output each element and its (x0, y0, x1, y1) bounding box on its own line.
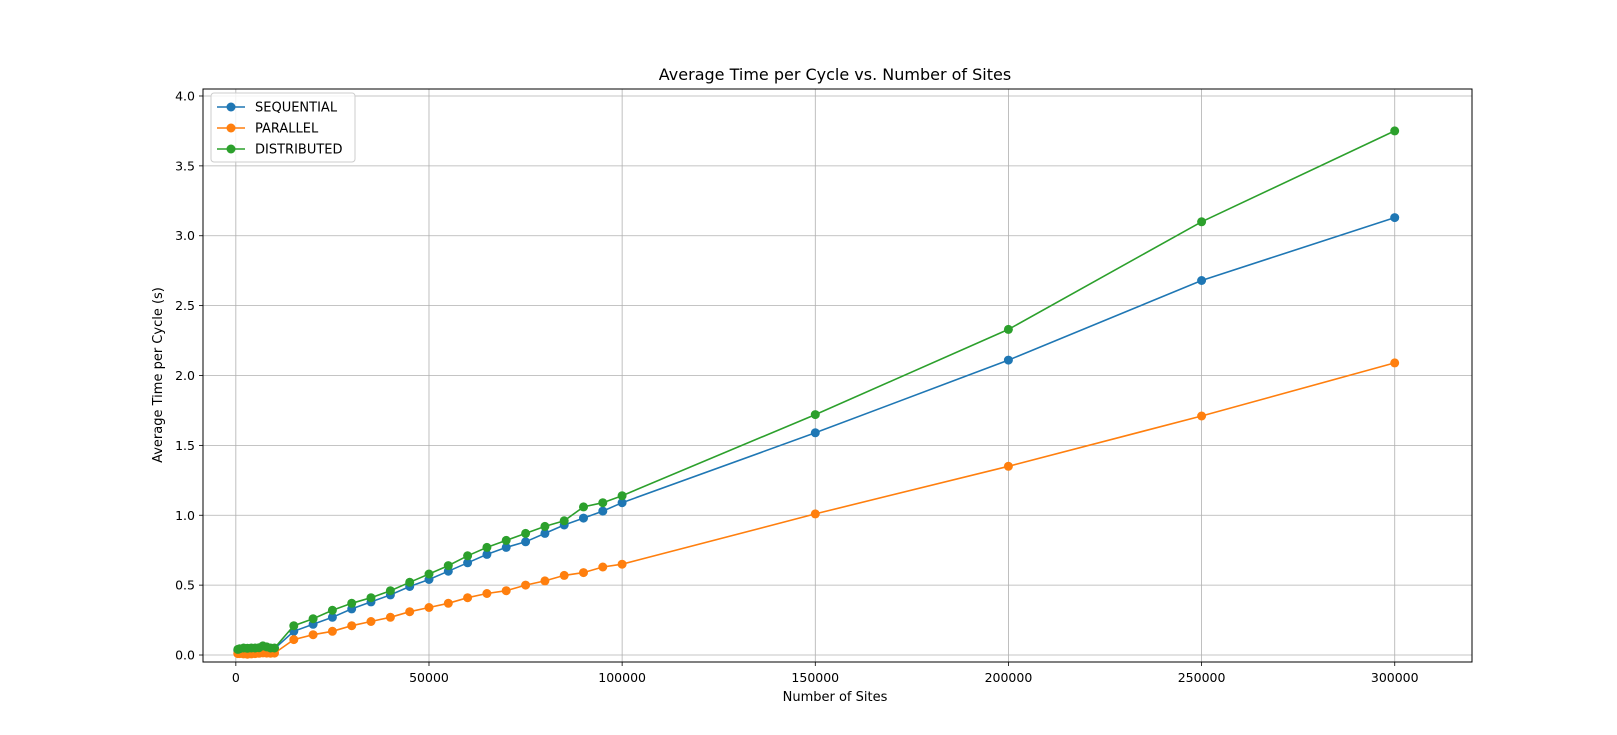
x-tick-label: 50000 (409, 670, 449, 685)
data-point-sequential (501, 542, 511, 552)
y-axis-label: Average Time per Cycle (s) (151, 287, 166, 463)
data-point-distributed (443, 561, 453, 571)
data-point-parallel (540, 576, 550, 586)
data-point-distributed (366, 593, 376, 603)
x-tick-label: 250000 (1178, 670, 1226, 685)
data-point-distributed (521, 528, 531, 538)
data-point-distributed (385, 586, 395, 596)
data-point-distributed (598, 498, 608, 508)
legend: SEQUENTIAL PARALLEL DISTRIBUTED (210, 92, 356, 163)
data-point-distributed (540, 521, 550, 531)
data-point-parallel (617, 559, 627, 569)
chart-title: Average Time per Cycle vs. Number of Sit… (659, 65, 1011, 84)
plot-frame (202, 88, 1473, 663)
series-group (233, 126, 1400, 659)
data-point-distributed (424, 569, 434, 579)
y-tick-label: 0.5 (175, 578, 195, 593)
data-point-distributed (308, 614, 318, 624)
data-point-distributed (347, 598, 357, 608)
x-tick-label: 100000 (598, 670, 646, 685)
data-point-sequential (463, 558, 473, 568)
x-tick-label: 150000 (791, 670, 839, 685)
data-point-sequential (810, 428, 820, 438)
data-point-sequential (482, 549, 492, 559)
y-tick-label: 2.5 (175, 298, 195, 313)
y-tick-label: 4.0 (175, 88, 195, 103)
data-point-parallel (482, 589, 492, 598)
legend-marker-parallel (226, 123, 236, 133)
legend-label-distributed: DISTRIBUTED (255, 143, 343, 158)
data-point-parallel (308, 630, 318, 640)
data-point-parallel (521, 580, 531, 590)
legend-label-sequential: SEQUENTIAL (255, 101, 338, 116)
data-point-parallel (1003, 461, 1013, 471)
data-point-parallel (559, 570, 569, 580)
data-point-distributed (270, 643, 279, 653)
y-tick-label: 2.0 (175, 368, 195, 383)
data-point-parallel (366, 617, 376, 626)
legend-label-parallel: PARALLEL (255, 122, 319, 137)
data-point-sequential (598, 506, 608, 516)
y-tick-label: 3.0 (175, 228, 195, 243)
x-axis-label: Number of Sites (783, 690, 888, 705)
legend-marker-sequential (226, 102, 236, 112)
data-point-distributed (1003, 324, 1013, 334)
data-point-parallel (385, 612, 395, 622)
data-point-distributed (463, 551, 473, 561)
data-point-distributed (501, 535, 511, 545)
data-point-parallel (443, 598, 453, 608)
y-tick-label: 3.5 (175, 158, 195, 173)
data-point-parallel (501, 586, 511, 596)
legend-box (210, 92, 356, 163)
data-point-sequential (617, 498, 627, 508)
data-point-parallel (289, 635, 299, 645)
y-tick-label: 1.5 (175, 438, 195, 453)
data-point-parallel (1390, 358, 1400, 368)
data-point-parallel (579, 568, 588, 578)
x-tick-label: 300000 (1371, 670, 1419, 685)
x-tick-label: 200000 (985, 670, 1033, 685)
data-point-parallel (424, 603, 434, 612)
data-point-sequential (540, 528, 550, 538)
data-point-sequential (1003, 355, 1013, 365)
data-point-parallel (1197, 411, 1207, 421)
data-point-parallel (327, 626, 337, 636)
data-point-parallel (347, 621, 357, 631)
data-point-distributed (1390, 126, 1400, 136)
data-point-distributed (405, 577, 415, 587)
data-point-parallel (463, 593, 473, 603)
data-point-distributed (559, 516, 569, 526)
data-point-distributed (1197, 217, 1207, 227)
data-point-sequential (579, 513, 588, 523)
data-point-sequential (1390, 213, 1400, 223)
y-tick-label: 1.0 (175, 508, 195, 523)
data-point-distributed (327, 605, 337, 615)
axis-ticks: 0 50000 100000 150000 200000 250000 300000 0.0 0… (175, 88, 1419, 685)
data-point-distributed (617, 491, 627, 501)
data-point-parallel (810, 509, 820, 519)
data-point-sequential (521, 537, 531, 547)
data-point-distributed (579, 502, 588, 512)
y-tick-label: 0.0 (175, 648, 195, 663)
data-point-parallel (405, 607, 415, 617)
data-point-parallel (598, 562, 608, 572)
data-point-distributed (482, 542, 492, 552)
data-point-distributed (289, 621, 299, 631)
data-point-distributed (810, 410, 820, 420)
legend-marker-distributed (226, 144, 236, 154)
x-tick-label: 0 (232, 670, 240, 685)
data-point-sequential (1197, 276, 1207, 285)
data-point-sequential (327, 612, 337, 622)
